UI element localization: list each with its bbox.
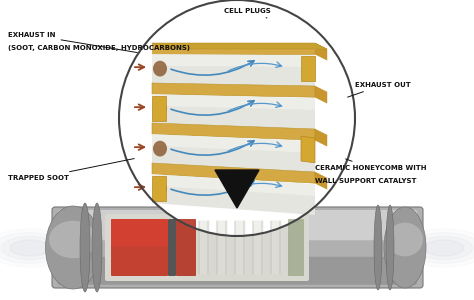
FancyBboxPatch shape bbox=[176, 219, 196, 276]
Text: EXHAUST OUT: EXHAUST OUT bbox=[347, 82, 411, 97]
Polygon shape bbox=[152, 54, 315, 67]
Polygon shape bbox=[152, 134, 315, 153]
Polygon shape bbox=[152, 163, 315, 183]
Ellipse shape bbox=[0, 233, 67, 263]
Polygon shape bbox=[315, 86, 327, 103]
Ellipse shape bbox=[153, 141, 167, 157]
Polygon shape bbox=[301, 136, 315, 163]
Ellipse shape bbox=[46, 206, 100, 289]
Polygon shape bbox=[315, 43, 327, 60]
Text: TRAPPED SOOT: TRAPPED SOOT bbox=[8, 159, 134, 181]
FancyBboxPatch shape bbox=[168, 219, 176, 276]
FancyBboxPatch shape bbox=[111, 219, 168, 276]
Text: EXHAUST IN: EXHAUST IN bbox=[8, 32, 137, 52]
Ellipse shape bbox=[153, 181, 167, 196]
Text: WALL SUPPORT CATALYST: WALL SUPPORT CATALYST bbox=[315, 178, 417, 184]
Text: CERAMIC HONEYCOMB WITH: CERAMIC HONEYCOMB WITH bbox=[315, 159, 427, 171]
Ellipse shape bbox=[153, 101, 167, 116]
Polygon shape bbox=[152, 94, 315, 110]
FancyBboxPatch shape bbox=[217, 220, 228, 274]
Text: (SOOT, CARBON MONOXIDE, HYDROCARBONS): (SOOT, CARBON MONOXIDE, HYDROCARBONS) bbox=[8, 45, 190, 51]
Polygon shape bbox=[301, 56, 315, 81]
FancyBboxPatch shape bbox=[199, 220, 210, 274]
Polygon shape bbox=[152, 176, 166, 201]
Ellipse shape bbox=[153, 61, 167, 76]
Circle shape bbox=[119, 0, 355, 236]
FancyBboxPatch shape bbox=[105, 214, 309, 281]
Ellipse shape bbox=[407, 233, 474, 263]
Polygon shape bbox=[315, 129, 327, 146]
Ellipse shape bbox=[415, 236, 473, 260]
FancyBboxPatch shape bbox=[58, 257, 417, 285]
Ellipse shape bbox=[386, 205, 394, 290]
Ellipse shape bbox=[1, 236, 59, 260]
Text: CELL PLUGS: CELL PLUGS bbox=[224, 8, 270, 18]
Ellipse shape bbox=[384, 207, 426, 288]
Ellipse shape bbox=[387, 223, 423, 256]
Polygon shape bbox=[152, 174, 315, 196]
Polygon shape bbox=[152, 54, 315, 86]
FancyBboxPatch shape bbox=[253, 220, 264, 274]
FancyBboxPatch shape bbox=[235, 220, 246, 274]
Ellipse shape bbox=[49, 221, 97, 258]
Polygon shape bbox=[152, 96, 166, 121]
Ellipse shape bbox=[92, 203, 102, 292]
Ellipse shape bbox=[80, 203, 90, 292]
Ellipse shape bbox=[424, 240, 464, 256]
Polygon shape bbox=[152, 123, 315, 140]
Polygon shape bbox=[152, 174, 315, 215]
Polygon shape bbox=[152, 134, 315, 172]
Polygon shape bbox=[315, 172, 327, 189]
FancyBboxPatch shape bbox=[271, 220, 282, 274]
Polygon shape bbox=[152, 94, 315, 129]
Polygon shape bbox=[152, 43, 315, 54]
FancyBboxPatch shape bbox=[52, 207, 423, 288]
FancyBboxPatch shape bbox=[58, 210, 417, 240]
Ellipse shape bbox=[10, 240, 50, 256]
Polygon shape bbox=[152, 43, 327, 49]
Polygon shape bbox=[215, 170, 259, 208]
Polygon shape bbox=[152, 83, 315, 97]
Ellipse shape bbox=[374, 205, 382, 290]
FancyBboxPatch shape bbox=[111, 219, 168, 246]
FancyBboxPatch shape bbox=[288, 219, 304, 276]
